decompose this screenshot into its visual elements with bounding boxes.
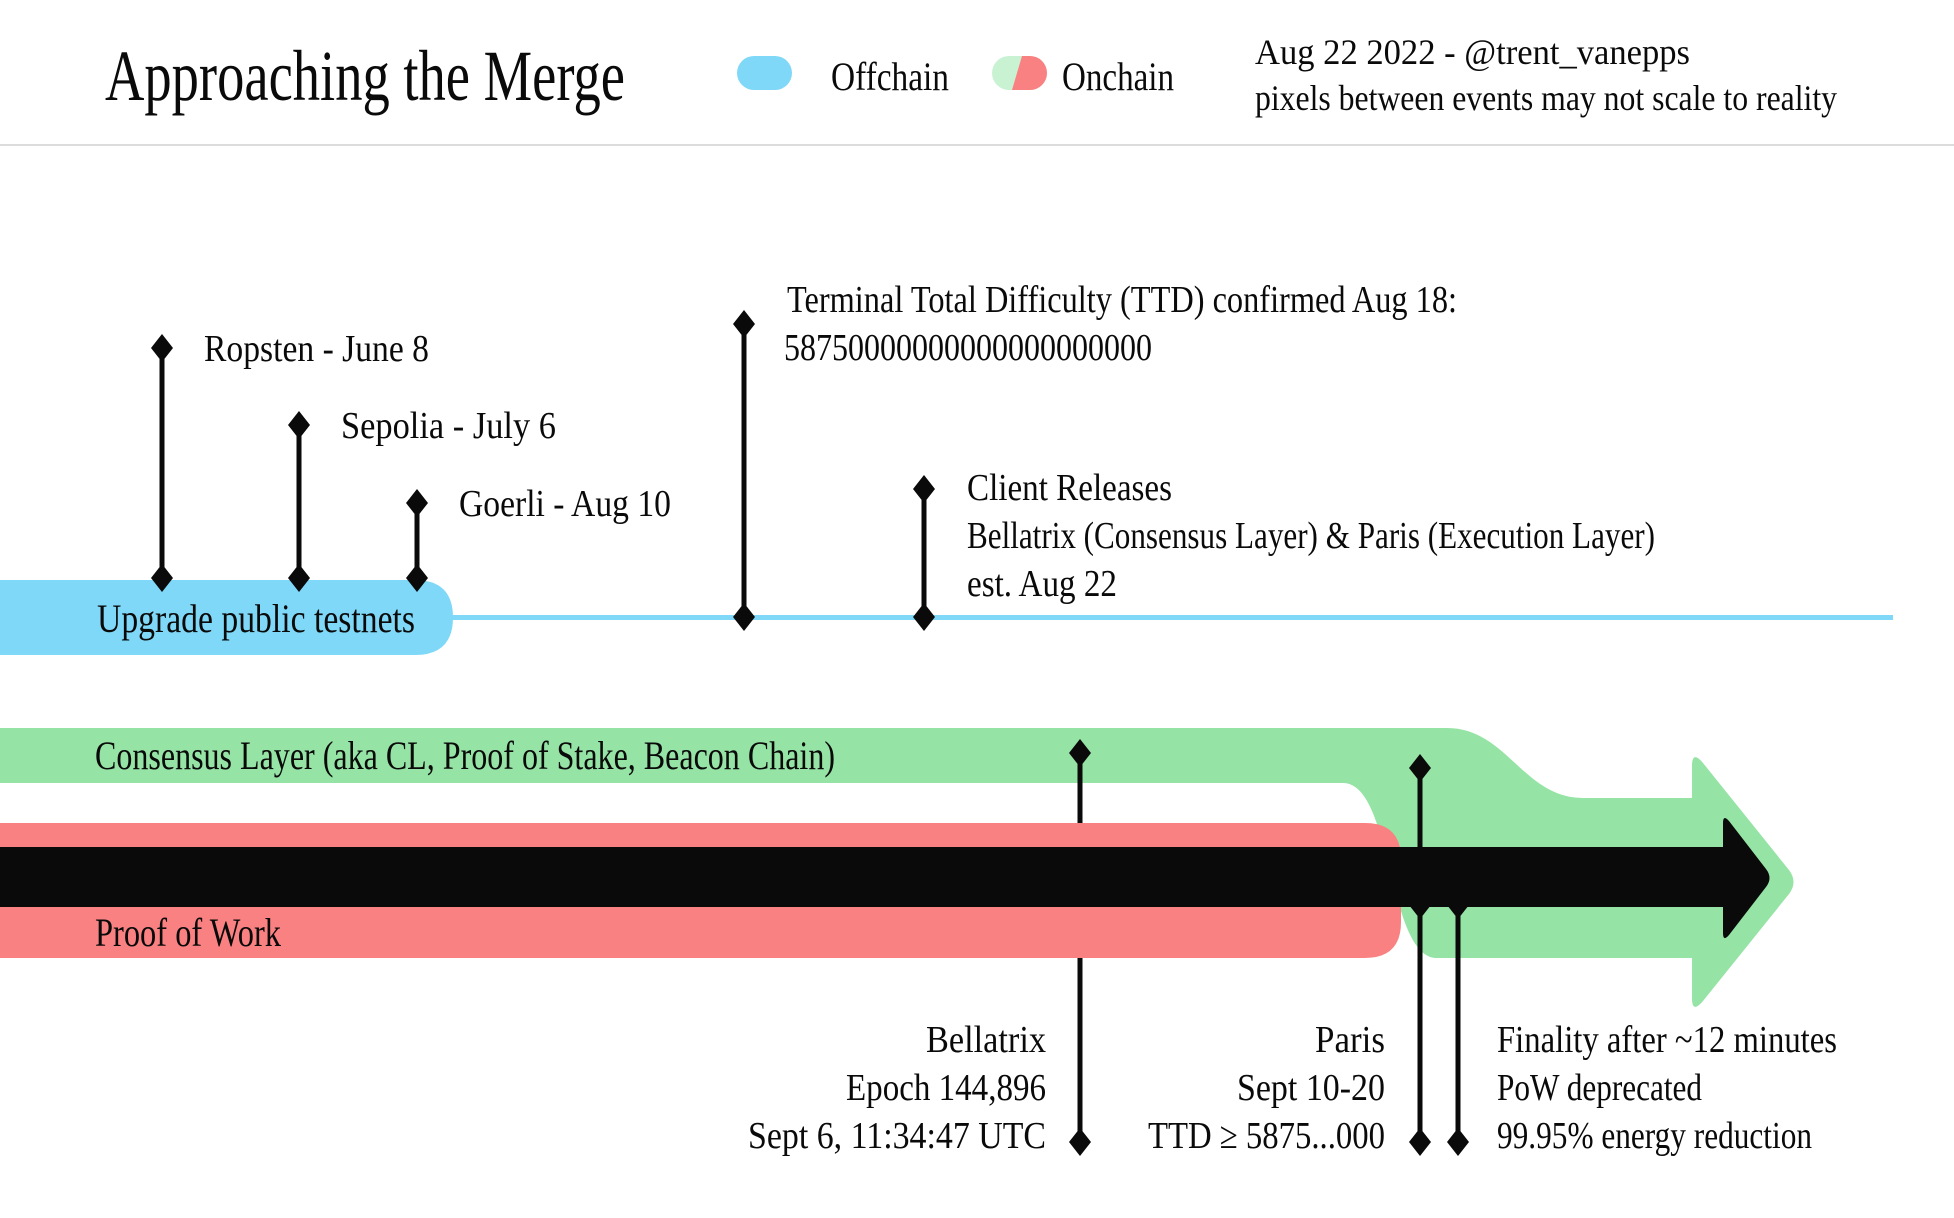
event-ropsten: Ropsten - June 8: [151, 328, 429, 592]
finality-time: Finality after ~12 minutes: [1497, 1019, 1837, 1061]
paris-name: Paris: [1315, 1019, 1385, 1061]
diamond-marker-icon: [1069, 739, 1091, 767]
event-ttd-label-line2: 58750000000000000000000: [784, 327, 1152, 369]
milestone-bellatrix-annotation: Bellatrix Epoch 144,896 Sept 6, 11:34:47…: [748, 1019, 1091, 1157]
bellatrix-epoch: Epoch 144,896: [846, 1067, 1046, 1109]
diamond-marker-icon: [1447, 1128, 1469, 1156]
event-sepolia-label: Sepolia - July 6: [341, 405, 556, 447]
paris-ttd-condition: TTD ≥ 5875...000: [1148, 1115, 1385, 1157]
milestone-finality-annotation: Finality after ~12 minutes PoW deprecate…: [1447, 1019, 1837, 1157]
milestone-bellatrix-stem: [1069, 739, 1091, 825]
diamond-marker-icon: [406, 564, 428, 592]
proof-of-work-label: Proof of Work: [95, 910, 281, 955]
milestone-paris-annotation: Paris Sept 10-20 TTD ≥ 5875...000: [1148, 1019, 1431, 1157]
diamond-marker-icon: [151, 564, 173, 592]
page-title: Approaching the Merge: [105, 36, 625, 116]
diamond-marker-icon: [1409, 754, 1431, 782]
bellatrix-name: Bellatrix: [926, 1019, 1046, 1061]
diamond-marker-icon: [913, 603, 935, 631]
event-ropsten-label: Ropsten - June 8: [204, 328, 429, 370]
event-goerli: Goerli - Aug 10: [406, 483, 671, 592]
finality-energy-reduction: 99.95% energy reduction: [1497, 1115, 1812, 1157]
event-ttd-confirmed: Terminal Total Difficulty (TTD) confirme…: [733, 279, 1457, 631]
header: Approaching the Merge Offchain Onchain A…: [0, 32, 1954, 146]
legend-onchain-label: Onchain: [1062, 54, 1174, 99]
legend-offchain: Offchain: [737, 54, 949, 99]
credit-note: Aug 22 2022 - @trent_vanepps: [1255, 32, 1690, 72]
offchain-pill-icon: [737, 56, 792, 90]
execution-layer-label: Execution Layer (aka EL, Ethereum Histor…: [95, 855, 750, 900]
event-client-label-line2: Bellatrix (Consensus Layer) & Paris (Exe…: [967, 515, 1655, 557]
consensus-layer-label: Consensus Layer (aka CL, Proof of Stake,…: [95, 733, 835, 778]
event-ttd-label-line1: Terminal Total Difficulty (TTD) confirme…: [787, 279, 1457, 321]
legend-offchain-label: Offchain: [831, 54, 949, 99]
offchain-timeline: Upgrade public testnets Ropsten - June 8…: [0, 279, 1893, 655]
diamond-marker-icon: [733, 310, 755, 338]
paris-date-range: Sept 10-20: [1237, 1067, 1385, 1109]
offchain-bar-label: Upgrade public testnets: [97, 596, 415, 641]
event-sepolia: Sepolia - July 6: [288, 405, 556, 592]
diamond-marker-icon: [151, 334, 173, 362]
finality-pow-deprecated: PoW deprecated: [1497, 1067, 1702, 1109]
offchain-testnets-bar: [0, 580, 453, 655]
onchain-pill-red-icon: [1012, 56, 1047, 90]
diamond-marker-icon: [913, 475, 935, 503]
event-client-label-line1: Client Releases: [967, 467, 1172, 509]
event-client-releases: Client Releases Bellatrix (Consensus Lay…: [913, 467, 1655, 631]
diamond-marker-icon: [406, 489, 428, 517]
execution-layer-arrow: [0, 817, 1770, 939]
event-goerli-label: Goerli - Aug 10: [459, 483, 671, 525]
bellatrix-timestamp: Sept 6, 11:34:47 UTC: [748, 1115, 1046, 1157]
event-client-label-line3: est. Aug 22: [967, 563, 1117, 605]
legend-onchain: Onchain: [992, 54, 1174, 99]
diamond-marker-icon: [1069, 1128, 1091, 1156]
diamond-marker-icon: [733, 603, 755, 631]
diamond-marker-icon: [288, 564, 310, 592]
diamond-marker-icon: [1409, 1128, 1431, 1156]
disclaimer-note: pixels between events may not scale to r…: [1255, 78, 1837, 118]
diamond-marker-icon: [288, 411, 310, 439]
